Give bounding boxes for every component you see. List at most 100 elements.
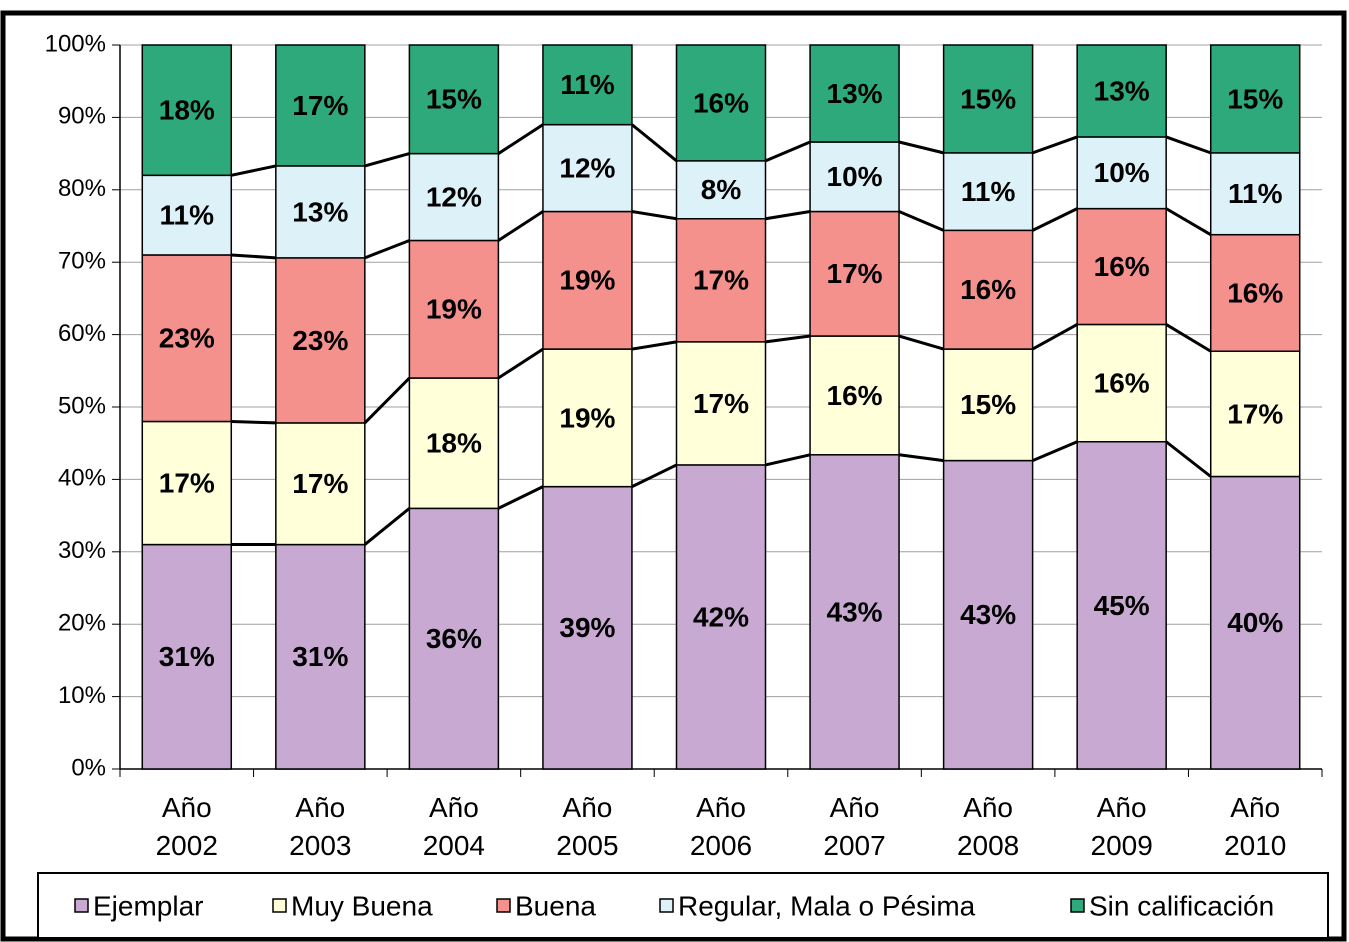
bar-segment bbox=[542, 485, 633, 770]
data-label: 11% bbox=[1228, 178, 1283, 209]
data-label: 13% bbox=[1094, 75, 1150, 106]
connector bbox=[363, 507, 411, 546]
connector bbox=[898, 210, 945, 232]
data-label: 45% bbox=[1094, 590, 1150, 621]
legend-label: Ejemplar bbox=[93, 890, 203, 921]
legend-swatch bbox=[496, 898, 511, 913]
bar-segment bbox=[1209, 152, 1301, 236]
connector bbox=[1165, 207, 1212, 236]
bar-segment bbox=[141, 543, 233, 770]
bar-segment bbox=[1076, 323, 1167, 443]
data-label: 15% bbox=[426, 84, 482, 115]
data-label: 16% bbox=[827, 380, 883, 411]
connector bbox=[1165, 323, 1212, 353]
data-label: 23% bbox=[292, 325, 348, 356]
y-tick-label: 40% bbox=[58, 465, 106, 492]
connector bbox=[631, 210, 677, 221]
data-label: 16% bbox=[1227, 277, 1283, 308]
connector bbox=[497, 347, 544, 380]
data-label: 18% bbox=[426, 428, 482, 459]
x-tick-label: Año 2003 bbox=[289, 792, 352, 861]
connector bbox=[1031, 207, 1078, 232]
y-tick-label: 60% bbox=[58, 320, 106, 347]
legend-swatch bbox=[74, 898, 89, 913]
connector bbox=[231, 419, 276, 425]
bar-segment bbox=[942, 44, 1034, 154]
bar-segment bbox=[942, 348, 1034, 462]
bar-segment bbox=[275, 257, 366, 424]
connector bbox=[764, 140, 811, 163]
bar-segment bbox=[408, 507, 500, 770]
data-label: 16% bbox=[960, 274, 1016, 305]
data-label: 31% bbox=[159, 641, 215, 672]
bar-segment bbox=[942, 152, 1034, 232]
data-label: 11% bbox=[961, 176, 1016, 207]
bar-segment bbox=[809, 141, 900, 213]
bar-segment bbox=[408, 377, 500, 510]
bar-segment bbox=[141, 174, 233, 256]
data-label: 13% bbox=[827, 78, 883, 109]
bar-segment bbox=[675, 464, 767, 770]
data-label: 31% bbox=[292, 641, 348, 672]
bar-segment bbox=[542, 210, 633, 350]
connector bbox=[1165, 135, 1212, 155]
connector bbox=[765, 210, 811, 221]
bar-segment bbox=[141, 254, 233, 423]
y-tick-label: 90% bbox=[58, 103, 106, 130]
data-label: 23% bbox=[159, 323, 215, 354]
x-tick-label: Año 2010 bbox=[1224, 792, 1287, 861]
connector bbox=[1032, 440, 1078, 462]
connector bbox=[1031, 323, 1078, 351]
bar-segment bbox=[942, 459, 1034, 770]
data-label: 17% bbox=[693, 265, 749, 296]
connector bbox=[497, 210, 544, 242]
bar-segment bbox=[1076, 441, 1167, 770]
bar-segment bbox=[275, 165, 366, 259]
x-tick-label: Año 2006 bbox=[689, 792, 753, 861]
data-label: 16% bbox=[1094, 367, 1150, 398]
bar-segment bbox=[942, 229, 1034, 350]
data-label: 11% bbox=[160, 200, 215, 231]
connector bbox=[363, 376, 411, 424]
bar-segment bbox=[408, 152, 500, 242]
connector bbox=[630, 123, 678, 163]
bar-segment bbox=[1076, 207, 1167, 326]
bar-segment bbox=[542, 44, 633, 126]
data-label: 15% bbox=[1227, 83, 1283, 114]
data-label: 15% bbox=[960, 83, 1016, 114]
data-label: 13% bbox=[292, 196, 348, 227]
y-tick-label: 0% bbox=[71, 754, 106, 781]
data-label: 12% bbox=[426, 181, 482, 212]
y-tick-label: 30% bbox=[58, 537, 106, 564]
data-label: 10% bbox=[1094, 157, 1150, 188]
data-label: 17% bbox=[693, 388, 749, 419]
data-label: 12% bbox=[559, 152, 615, 183]
data-label: 43% bbox=[827, 596, 883, 627]
x-tick-label: Año 2005 bbox=[556, 792, 619, 861]
data-label: 43% bbox=[960, 599, 1016, 630]
bar-segment bbox=[275, 422, 366, 546]
data-label: 42% bbox=[693, 601, 749, 632]
data-label: 40% bbox=[1227, 607, 1283, 638]
bar-segment bbox=[542, 348, 633, 488]
data-label: 39% bbox=[559, 612, 615, 643]
bar-segment bbox=[1076, 136, 1167, 210]
data-label: 17% bbox=[1227, 398, 1283, 429]
y-tick-label: 100% bbox=[45, 30, 106, 57]
connector bbox=[631, 463, 678, 488]
x-tick-label: Año 2009 bbox=[1090, 792, 1153, 861]
data-label: 19% bbox=[426, 294, 482, 325]
data-label: 16% bbox=[1094, 251, 1150, 282]
data-label: 10% bbox=[827, 161, 883, 192]
legend-swatch bbox=[1070, 898, 1085, 913]
y-tick-label: 80% bbox=[58, 175, 106, 202]
bar-segment bbox=[809, 44, 900, 143]
bar-segment bbox=[1209, 233, 1301, 353]
data-label: 11% bbox=[560, 69, 615, 100]
bar-segment bbox=[408, 44, 500, 155]
bar-segment bbox=[1209, 44, 1301, 154]
connector bbox=[364, 239, 410, 260]
bar-segment bbox=[675, 44, 767, 162]
